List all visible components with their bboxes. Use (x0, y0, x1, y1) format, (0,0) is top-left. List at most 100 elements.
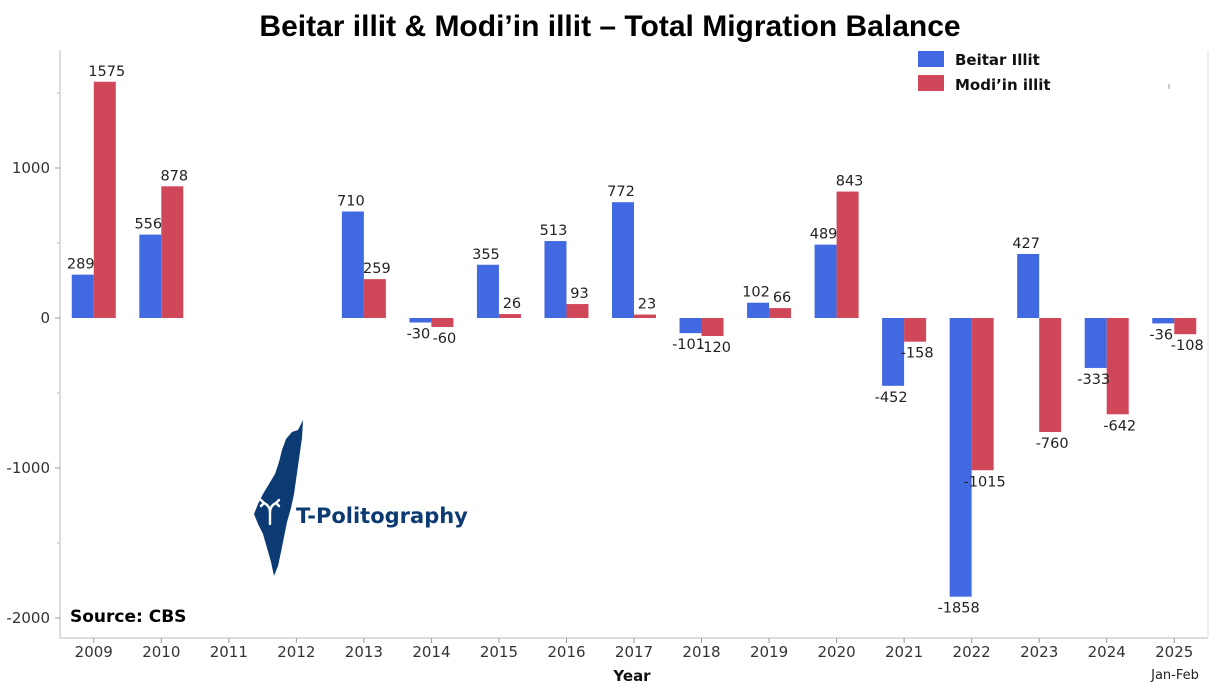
x-tick-label-2024: 2024 (1088, 643, 1126, 661)
period-note: Jan-Feb (1150, 668, 1199, 683)
x-tick-label-2013: 2013 (345, 643, 383, 661)
bar-modi-in-illit-2015 (498, 314, 521, 318)
data-label-beitar-illit-2025: -36 (1149, 327, 1173, 343)
data-label-beitar-illit-2019: 102 (742, 285, 770, 301)
x-tick-label-2014: 2014 (412, 643, 450, 661)
data-label-modi-in-illit-2016: 93 (570, 286, 588, 302)
data-label-modi-in-illit-2015: 26 (503, 296, 521, 312)
logo-text: T-Politography (296, 504, 468, 528)
bar-beitar-illit-2021 (882, 318, 905, 386)
x-axis-ticks: 2009 2010 2011 2012 2013 2014 2015 2016 2017 2018… (75, 638, 1193, 661)
data-label-modi-in-illit-2024: -642 (1103, 418, 1136, 434)
chart-title: Beitar illit & Modi’in illit – Total Mig… (259, 10, 960, 43)
y-tick-label: -1000 (6, 459, 50, 477)
bar-modi-in-illit-2014 (431, 318, 454, 327)
x-tick-label-2016: 2016 (547, 643, 585, 661)
bar-modi-in-illit-2018 (701, 318, 724, 336)
data-label-modi-in-illit-2023: -760 (1036, 436, 1069, 452)
data-label-beitar-illit-2021: -452 (875, 390, 908, 406)
israel-map-logo-icon (254, 420, 303, 576)
bar-beitar-illit-2016 (544, 241, 567, 318)
data-label-beitar-illit-2024: -333 (1077, 372, 1110, 388)
bar-beitar-illit-2024 (1084, 318, 1107, 368)
bar-modi-in-illit-2017 (634, 314, 656, 318)
data-label-beitar-illit-2013: 710 (337, 194, 365, 210)
data-label-modi-in-illit-2022: -1015 (964, 474, 1006, 490)
x-tick-label-2025: 2025 (1155, 643, 1193, 661)
logo-arrowhead-right (274, 498, 281, 508)
logo: T-Politography (254, 420, 468, 576)
data-label-beitar-illit-2010: 556 (134, 217, 162, 233)
y-axis-ticks: 1000 0 -1000 -2000 (6, 92, 60, 627)
data-label-beitar-illit-2017: 772 (607, 184, 635, 200)
bar-modi-in-illit-2016 (566, 304, 589, 318)
bar-modi-in-illit-2022 (971, 318, 994, 471)
bar-modi-in-illit-2021 (904, 318, 927, 342)
data-label-beitar-illit-2022: -1858 (938, 601, 980, 617)
bar-beitar-illit-2018 (679, 318, 702, 334)
y-tick-label: -2000 (6, 609, 50, 627)
data-label-beitar-illit-2023: 427 (1012, 236, 1040, 252)
legend-label-beitar-illit: Beitar Illit (955, 51, 1040, 69)
bar-beitar-illit-2017 (612, 202, 634, 318)
bar-modi-in-illit-2013 (363, 279, 386, 318)
bar-beitar-illit-2009 (71, 274, 94, 318)
bar-beitar-illit-2014 (409, 318, 432, 323)
bar-modi-in-illit-2020 (836, 191, 859, 318)
data-label-modi-in-illit-2019: 66 (773, 290, 791, 306)
bar-modi-in-illit-2019 (769, 308, 792, 318)
logo-arrows-icon (259, 498, 281, 526)
x-tick-label-2020: 2020 (817, 643, 855, 661)
data-label-modi-in-illit-2020: 843 (836, 174, 864, 190)
bar-modi-in-illit-2010 (161, 186, 184, 318)
bar-beitar-illit-2025 (1152, 318, 1175, 324)
data-label-modi-in-illit-2013: 259 (363, 261, 391, 277)
data-label-beitar-illit-2016: 513 (540, 223, 568, 239)
x-tick-label-2011: 2011 (210, 643, 248, 661)
y-tick-label: 1000 (12, 159, 50, 177)
bar-modi-in-illit-2023 (1039, 318, 1062, 432)
x-tick-label-2019: 2019 (750, 643, 788, 661)
data-label-beitar-illit-2018: -101 (672, 337, 705, 353)
x-tick-label-2010: 2010 (142, 643, 180, 661)
source-label: Source: CBS (70, 607, 186, 627)
x-tick-label-2012: 2012 (277, 643, 315, 661)
bar-modi-in-illit-2025 (1174, 318, 1197, 335)
bar-beitar-illit-2023 (1017, 253, 1040, 318)
data-label-beitar-illit-2014: -30 (407, 327, 431, 343)
data-label-beitar-illit-2020: 489 (810, 227, 838, 243)
bar-series (71, 81, 1197, 597)
data-label-beitar-illit-2015: 355 (472, 247, 500, 263)
bar-beitar-illit-2020 (814, 244, 837, 318)
data-label-modi-in-illit-2009: 1575 (88, 64, 125, 80)
bar-beitar-illit-2015 (476, 264, 499, 318)
legend: Beitar Illit Modi’in illit (918, 51, 1051, 94)
x-tick-label-2009: 2009 (75, 643, 113, 661)
x-tick-label-2018: 2018 (682, 643, 720, 661)
y-tick-label: 0 (40, 309, 50, 327)
data-label-modi-in-illit-2018: -120 (698, 340, 731, 356)
bar-beitar-illit-2013 (341, 211, 364, 318)
data-label-modi-in-illit-2014: -60 (433, 331, 457, 347)
x-axis-title: Year (612, 667, 651, 685)
legend-swatch-modiin-illit (918, 75, 944, 91)
bar-beitar-illit-2010 (139, 234, 162, 318)
x-tick-label-2017: 2017 (615, 643, 653, 661)
data-label-modi-in-illit-2025: -108 (1171, 338, 1204, 354)
data-label-beitar-illit-2009: 289 (67, 257, 95, 273)
data-labels: 289 556 710 -30 355 513 772 -101 102 489 -452 -1858… (67, 64, 1204, 617)
data-label-modi-in-illit-2010: 878 (160, 168, 188, 184)
logo-arrowhead-left (259, 498, 266, 508)
x-tick-label-2015: 2015 (480, 643, 518, 661)
data-label-modi-in-illit-2021: -158 (901, 346, 934, 362)
stray-mark (1168, 84, 1170, 89)
x-tick-label-2022: 2022 (953, 643, 991, 661)
bar-modi-in-illit-2009 (93, 81, 116, 318)
data-label-modi-in-illit-2017: 23 (638, 297, 656, 313)
x-tick-label-2021: 2021 (885, 643, 923, 661)
bar-modi-in-illit-2024 (1106, 318, 1129, 415)
legend-swatch-beitar-illit (918, 51, 944, 67)
legend-label-modiin-illit: Modi’in illit (955, 76, 1051, 94)
